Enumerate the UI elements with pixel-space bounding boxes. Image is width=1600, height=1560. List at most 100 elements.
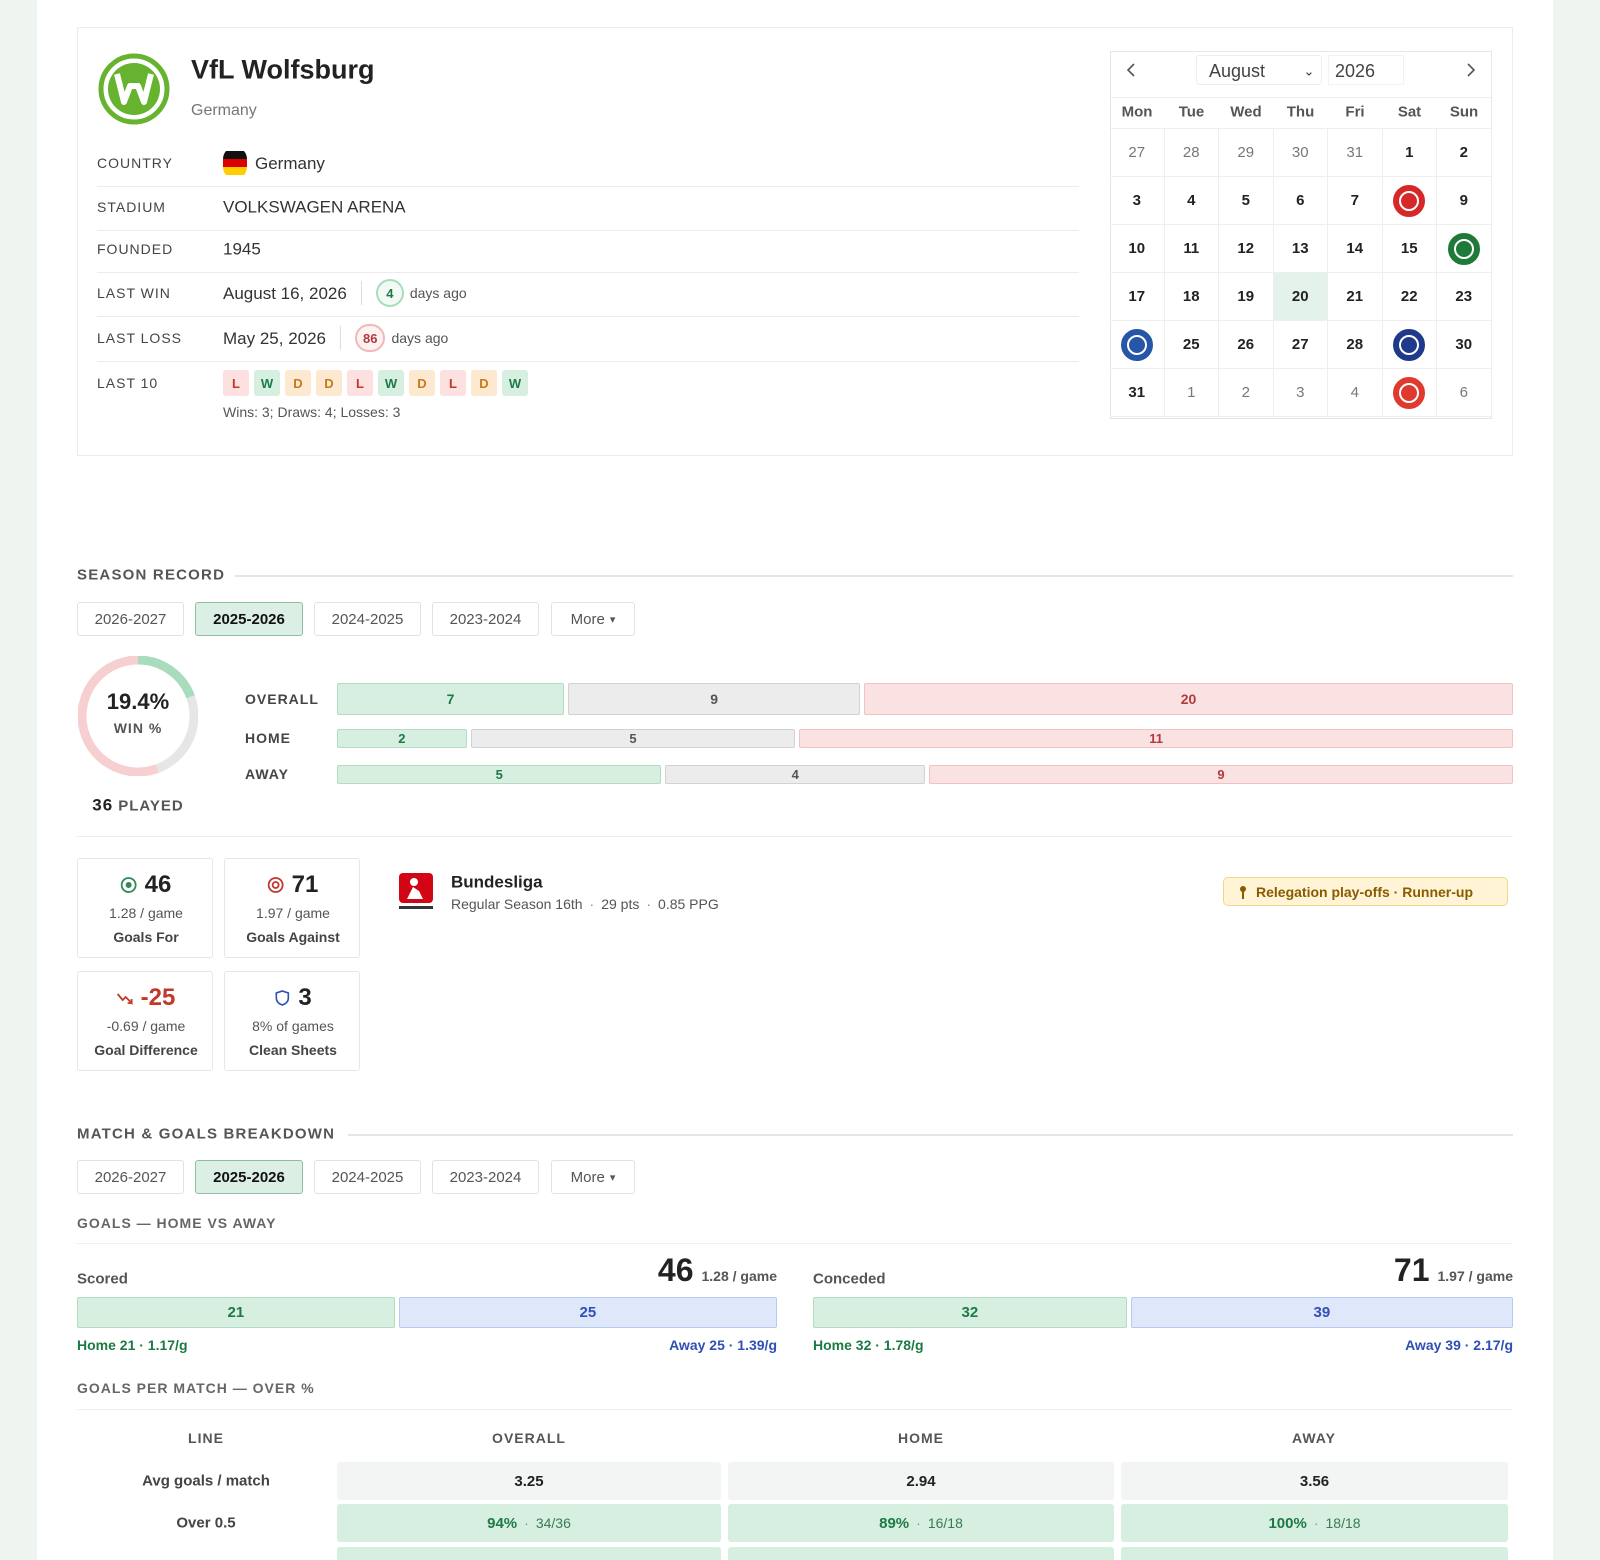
season-tab[interactable]: 2025-2026 bbox=[195, 602, 303, 636]
avg: 3.56 bbox=[1299, 1472, 1330, 1490]
day-number: 12 bbox=[1237, 240, 1255, 257]
league-detail: Regular Season 16th bbox=[451, 896, 583, 912]
calendar-day[interactable] bbox=[1382, 369, 1437, 417]
team-logo bbox=[98, 53, 170, 125]
separator bbox=[340, 326, 342, 350]
calendar-day[interactable]: 9 bbox=[1437, 177, 1492, 225]
calendar-day[interactable]: 22 bbox=[1382, 273, 1437, 321]
calendar-day[interactable]: 11 bbox=[1164, 225, 1219, 273]
season-tab[interactable]: 2025-2026 bbox=[195, 1160, 303, 1194]
weekday: Wed bbox=[1230, 103, 1262, 121]
calendar-day[interactable]: 3 bbox=[1110, 177, 1165, 225]
season-tab[interactable]: 2026-2027 bbox=[77, 1160, 184, 1194]
stat-icon bbox=[275, 990, 290, 1006]
flag-stripe bbox=[223, 159, 247, 167]
table-header: LINE bbox=[188, 1430, 224, 1446]
stat-card: 46 1.28 / game Goals For bbox=[77, 858, 213, 958]
calendar-day[interactable]: 30 bbox=[1273, 129, 1328, 177]
table-cell bbox=[1121, 1547, 1508, 1560]
calendar-day[interactable]: 12 bbox=[1219, 225, 1274, 273]
team-name: VfL Wolfsburg bbox=[191, 54, 375, 85]
day-number: 6 bbox=[1296, 192, 1305, 209]
calendar-day[interactable]: 28 bbox=[1164, 129, 1219, 177]
year-input[interactable]: 2026 bbox=[1328, 55, 1404, 85]
day-number: 27 bbox=[1128, 144, 1146, 161]
logo-shape bbox=[407, 887, 423, 899]
home-label: Home 32 · 1.78/g bbox=[813, 1337, 924, 1353]
calendar-day[interactable]: 14 bbox=[1328, 225, 1383, 273]
result-badge: W bbox=[254, 370, 280, 396]
day-number: 11 bbox=[1183, 240, 1200, 257]
day-number: 31 bbox=[1346, 144, 1364, 161]
calendar-day[interactable]: 4 bbox=[1328, 369, 1383, 417]
calendar-day[interactable]: 25 bbox=[1164, 321, 1219, 369]
weekday: Sat bbox=[1397, 103, 1422, 121]
month-select[interactable]: August ⌄ bbox=[1196, 55, 1322, 85]
flag-stripe bbox=[223, 151, 247, 159]
season-tab[interactable]: More bbox=[551, 1160, 635, 1194]
league-detail: 29 pts bbox=[583, 897, 639, 911]
prev-month[interactable] bbox=[1123, 62, 1139, 78]
calendar-day[interactable]: 26 bbox=[1219, 321, 1274, 369]
season-tab[interactable]: More bbox=[551, 602, 635, 636]
calendar-day[interactable] bbox=[1382, 177, 1437, 225]
stat-sub: 8% of games bbox=[252, 1018, 334, 1034]
table-cell bbox=[337, 1547, 721, 1560]
result-badge: L bbox=[347, 370, 373, 396]
calendar-day[interactable] bbox=[1437, 225, 1492, 273]
calendar-day[interactable]: 31 bbox=[1328, 129, 1383, 177]
day-number: 28 bbox=[1346, 336, 1364, 353]
calendar-day[interactable]: 10 bbox=[1110, 225, 1165, 273]
last10-summary: Wins: 3; Draws: 4; Losses: 3 bbox=[223, 404, 401, 420]
calendar-day[interactable]: 1 bbox=[1382, 129, 1437, 177]
calendar-day[interactable]: 23 bbox=[1437, 273, 1492, 321]
calendar-day[interactable]: 4 bbox=[1164, 177, 1219, 225]
calendar-day[interactable]: 20 bbox=[1273, 273, 1328, 321]
info-value: May 25, 2026 86 days ago bbox=[223, 324, 448, 352]
weekday: Sun bbox=[1449, 103, 1479, 121]
result-badge: D bbox=[285, 370, 311, 396]
calendar-day[interactable]: 15 bbox=[1382, 225, 1437, 273]
season-tab[interactable]: 2024-2025 bbox=[314, 1160, 421, 1194]
stat-label: Goal Difference bbox=[94, 1042, 198, 1058]
stat-head: 3 bbox=[274, 986, 312, 1010]
logo-shape bbox=[1126, 334, 1147, 355]
calendar-day[interactable]: 2 bbox=[1437, 129, 1492, 177]
away-bar: 39 bbox=[1130, 1297, 1513, 1328]
calendar-day[interactable]: 29 bbox=[1219, 129, 1274, 177]
day-number: 10 bbox=[1128, 240, 1146, 257]
home-bar: 21 bbox=[77, 1297, 395, 1328]
calendar-day[interactable]: 19 bbox=[1219, 273, 1274, 321]
next-month[interactable] bbox=[1463, 62, 1479, 78]
fraction: 18/18 bbox=[1307, 1515, 1361, 1531]
calendar-day[interactable]: 17 bbox=[1110, 273, 1165, 321]
days-badge: 4 bbox=[375, 279, 404, 307]
calendar-day[interactable] bbox=[1382, 321, 1437, 369]
calendar-day[interactable]: 7 bbox=[1328, 177, 1383, 225]
divider bbox=[97, 230, 1079, 231]
season-tab[interactable]: 2026-2027 bbox=[77, 602, 184, 636]
calendar-day[interactable]: 28 bbox=[1328, 321, 1383, 369]
calendar-day[interactable]: 27 bbox=[1110, 129, 1165, 177]
played-label: PLAYED bbox=[118, 797, 184, 815]
calendar-day[interactable]: 21 bbox=[1328, 273, 1383, 321]
season-tab[interactable]: 2024-2025 bbox=[314, 602, 421, 636]
season-tab[interactable]: 2023-2024 bbox=[432, 1160, 539, 1194]
calendar-day[interactable]: 31 bbox=[1110, 369, 1165, 417]
divider bbox=[77, 836, 1513, 837]
stat-icon bbox=[267, 877, 284, 893]
day-number: 30 bbox=[1455, 336, 1473, 353]
calendar-day[interactable]: 27 bbox=[1273, 321, 1328, 369]
calendar-day[interactable]: 18 bbox=[1164, 273, 1219, 321]
divider bbox=[1111, 97, 1491, 98]
calendar-day[interactable]: 1 bbox=[1164, 369, 1219, 417]
calendar-day[interactable]: 6 bbox=[1437, 369, 1492, 417]
calendar-day[interactable]: 3 bbox=[1273, 369, 1328, 417]
calendar-day[interactable]: 30 bbox=[1437, 321, 1492, 369]
calendar-day[interactable] bbox=[1110, 321, 1165, 369]
calendar-day[interactable]: 5 bbox=[1219, 177, 1274, 225]
season-tab[interactable]: 2023-2024 bbox=[432, 602, 539, 636]
calendar-day[interactable]: 13 bbox=[1273, 225, 1328, 273]
calendar-day[interactable]: 6 bbox=[1273, 177, 1328, 225]
calendar-day[interactable]: 2 bbox=[1219, 369, 1274, 417]
